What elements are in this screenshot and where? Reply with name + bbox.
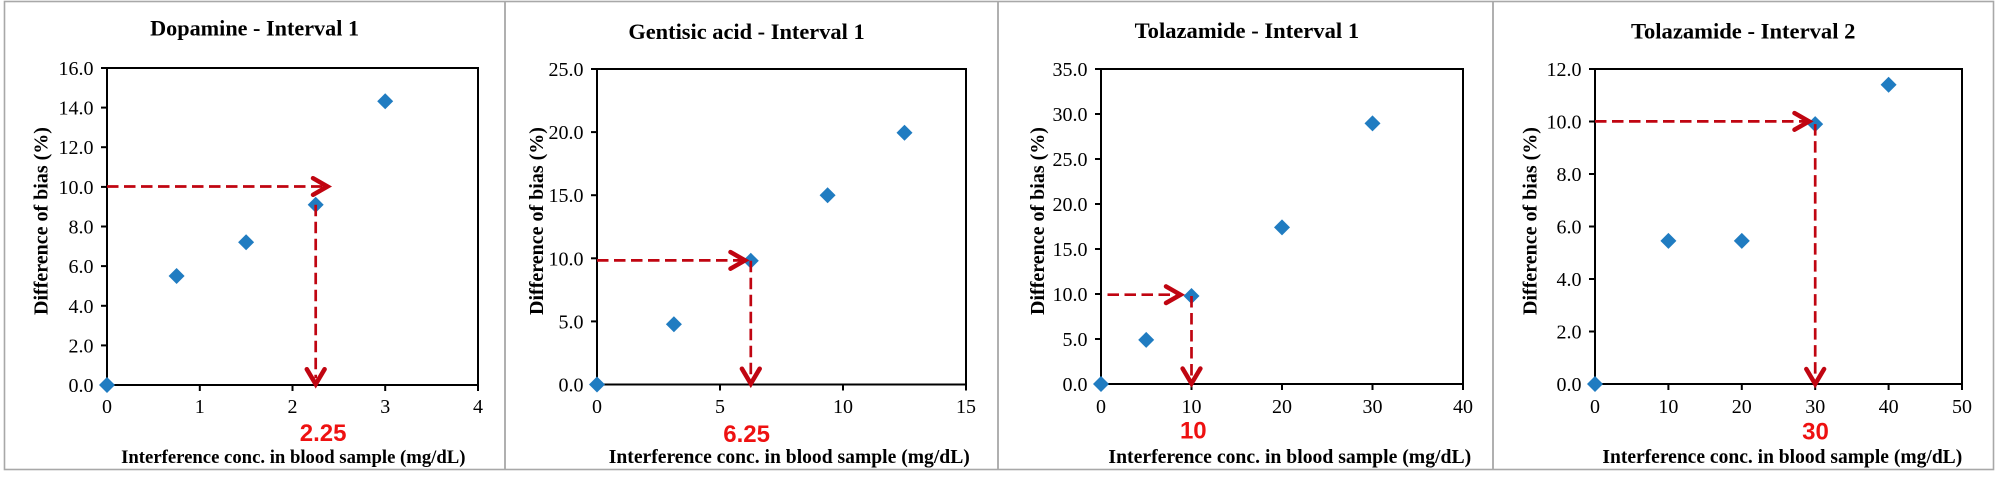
svg-text:15.0: 15.0 (1053, 239, 1088, 261)
svg-text:50: 50 (1952, 396, 1972, 418)
svg-text:10.0: 10.0 (59, 177, 94, 199)
svg-text:1: 1 (195, 396, 205, 418)
svg-text:4.0: 4.0 (69, 296, 94, 318)
svg-text:Difference of bias (%): Difference of bias (%) (1519, 127, 1541, 315)
svg-text:10.0: 10.0 (1547, 112, 1582, 134)
svg-text:Gentisic acid - Interval 1: Gentisic acid - Interval 1 (628, 19, 864, 44)
svg-text:2.0: 2.0 (1557, 322, 1582, 344)
svg-text:2.0: 2.0 (69, 335, 94, 357)
svg-text:12.0: 12.0 (59, 137, 94, 159)
svg-text:30: 30 (1805, 396, 1825, 418)
svg-text:Tolazamide - Interval 2: Tolazamide - Interval 2 (1631, 18, 1855, 43)
svg-text:0.0: 0.0 (559, 375, 584, 397)
svg-text:10: 10 (1180, 418, 1207, 445)
svg-text:Dopamine - Interval 1: Dopamine - Interval 1 (150, 16, 359, 41)
svg-text:Interference conc. in blood sa: Interference conc. in blood sample (mg/d… (121, 447, 465, 468)
svg-text:Interference conc. in blood sa: Interference conc. in blood sample (mg/d… (1108, 446, 1471, 468)
svg-text:0.0: 0.0 (1557, 374, 1582, 396)
svg-text:5.0: 5.0 (559, 311, 584, 333)
svg-text:25.0: 25.0 (549, 59, 584, 81)
svg-text:30.0: 30.0 (1053, 104, 1088, 126)
svg-text:0: 0 (1590, 396, 1600, 418)
svg-text:14.0: 14.0 (59, 98, 94, 120)
svg-text:16.0: 16.0 (59, 58, 94, 80)
svg-text:0: 0 (102, 396, 112, 418)
svg-text:10.0: 10.0 (549, 248, 584, 270)
svg-text:4.0: 4.0 (1557, 269, 1582, 291)
svg-text:4: 4 (473, 396, 483, 418)
svg-text:0: 0 (592, 396, 602, 418)
svg-text:25.0: 25.0 (1053, 149, 1088, 171)
svg-text:3: 3 (380, 396, 390, 418)
svg-text:20: 20 (1732, 396, 1752, 418)
svg-text:10.0: 10.0 (1053, 284, 1088, 306)
svg-text:Interference conc. in blood sa: Interference conc. in blood sample (mg/d… (1602, 447, 1962, 468)
svg-text:2: 2 (288, 396, 298, 418)
svg-text:12.0: 12.0 (1547, 59, 1582, 81)
svg-text:6.0: 6.0 (1557, 217, 1582, 239)
svg-text:0.0: 0.0 (69, 375, 94, 397)
svg-text:10: 10 (1658, 396, 1678, 418)
svg-text:0.0: 0.0 (1063, 374, 1088, 396)
svg-text:30: 30 (1363, 396, 1383, 418)
svg-text:15: 15 (956, 396, 976, 418)
svg-text:Difference of bias (%): Difference of bias (%) (1027, 127, 1049, 315)
svg-text:6.25: 6.25 (723, 421, 770, 448)
svg-text:10: 10 (1182, 396, 1202, 418)
svg-text:Difference of bias (%): Difference of bias (%) (31, 127, 53, 315)
svg-text:20.0: 20.0 (549, 122, 584, 144)
svg-text:5: 5 (715, 396, 725, 418)
svg-text:Tolazamide - Interval 1: Tolazamide - Interval 1 (1135, 18, 1359, 43)
svg-text:5.0: 5.0 (1063, 329, 1088, 351)
svg-text:40: 40 (1453, 396, 1473, 418)
svg-text:8.0: 8.0 (69, 217, 94, 239)
svg-text:Difference of bias (%): Difference of bias (%) (526, 127, 548, 315)
svg-text:6.0: 6.0 (69, 256, 94, 278)
svg-text:Interference conc. in blood sa: Interference conc. in blood sample (mg/d… (609, 447, 970, 468)
svg-text:2.25: 2.25 (300, 420, 347, 447)
svg-text:40: 40 (1879, 396, 1899, 418)
svg-text:20.0: 20.0 (1053, 194, 1088, 216)
svg-text:20: 20 (1272, 396, 1292, 418)
svg-text:35.0: 35.0 (1053, 59, 1088, 81)
svg-text:0: 0 (1096, 396, 1106, 418)
svg-text:15.0: 15.0 (549, 185, 584, 207)
svg-text:10: 10 (833, 396, 853, 418)
svg-text:30: 30 (1802, 418, 1829, 445)
svg-text:8.0: 8.0 (1557, 164, 1582, 186)
